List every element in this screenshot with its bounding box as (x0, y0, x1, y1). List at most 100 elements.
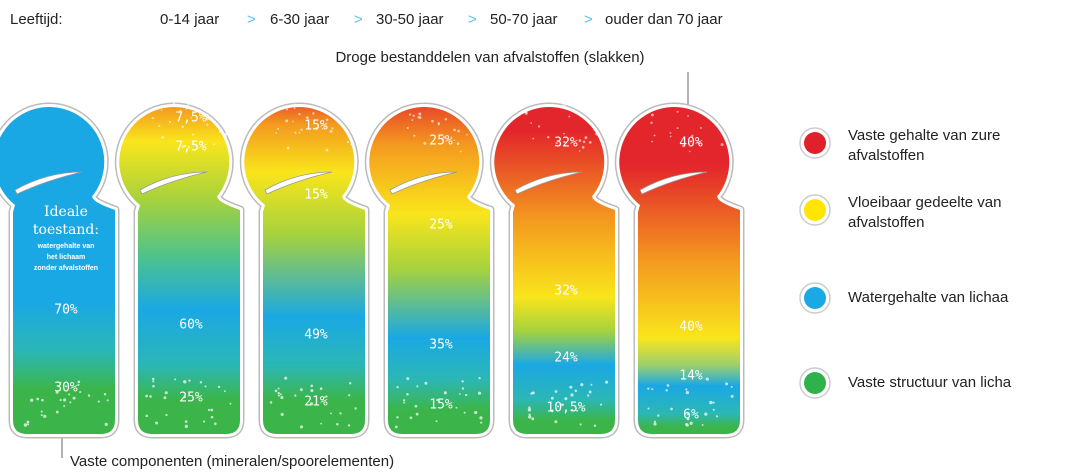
speckle (701, 423, 704, 426)
figure-mouth (14, 171, 83, 195)
speckle (213, 109, 215, 112)
speckle (403, 401, 406, 404)
speckle (68, 393, 71, 396)
speckle (285, 108, 288, 111)
speckle (691, 134, 694, 138)
speckle (72, 396, 76, 400)
percentage-label: 7,5% (175, 111, 206, 126)
speckle (459, 150, 462, 153)
figure-note: het lichaam (47, 254, 86, 261)
speckle (348, 394, 351, 397)
figure-mouth (139, 171, 208, 195)
percentage-label: 24% (554, 351, 578, 366)
speckle (190, 116, 192, 119)
speckle (423, 141, 427, 145)
speckle (554, 390, 558, 393)
speckle (418, 112, 422, 116)
speckle (720, 143, 724, 146)
speckle (347, 424, 351, 427)
legend-label: Watergehalte van lichaa (848, 289, 1009, 306)
speckle (712, 408, 715, 411)
speckle (277, 127, 280, 130)
speckle (176, 104, 180, 108)
speckle (293, 107, 296, 110)
speckle (210, 408, 214, 412)
speckle (669, 132, 672, 134)
speckle (570, 393, 574, 397)
speckle (534, 106, 537, 109)
speckle (444, 118, 448, 121)
speckle (285, 119, 289, 123)
speckle (561, 104, 564, 107)
speckle (339, 412, 342, 415)
speckle (26, 423, 30, 426)
speckle (323, 396, 326, 399)
age: 50-70 jaar (490, 11, 558, 28)
percentage-label: 70% (54, 303, 78, 318)
speckle (275, 132, 278, 134)
speckle (396, 385, 399, 389)
figure-mouth (264, 171, 333, 195)
speckle (528, 415, 532, 419)
speckle (40, 414, 43, 417)
speckle (442, 136, 446, 139)
speckle (685, 422, 688, 426)
speckle (207, 408, 211, 412)
speckle (580, 383, 584, 387)
speckle (298, 112, 301, 116)
speckle (476, 101, 478, 104)
speckle (406, 392, 409, 396)
speckle (581, 146, 585, 149)
speckle (528, 413, 531, 416)
speckle (479, 416, 483, 420)
speckle (725, 382, 729, 386)
speckle (205, 113, 209, 117)
speckle (23, 423, 28, 427)
speckle (582, 140, 586, 144)
speckle (168, 120, 172, 124)
speckle (350, 143, 353, 146)
speckle (657, 414, 660, 417)
speckle (595, 109, 597, 112)
speckle (183, 144, 187, 148)
speckle (676, 110, 679, 113)
speckle (453, 139, 456, 142)
speckle (531, 417, 535, 421)
speckle (55, 410, 59, 414)
speckle (183, 380, 187, 384)
speckle (274, 389, 278, 393)
speckle (561, 403, 564, 407)
speckle (531, 391, 535, 395)
percentage-label: 30% (54, 381, 78, 396)
speckle (458, 393, 461, 395)
speckle (145, 394, 148, 398)
figure-title: toestand: (33, 222, 99, 238)
legend-swatch (804, 199, 826, 221)
speckle (77, 380, 81, 384)
speckle (36, 397, 39, 401)
age-separator: > (468, 11, 477, 28)
speckle (188, 379, 191, 382)
speckle (554, 420, 558, 424)
legend-label: Vaste structuur van licha (848, 374, 1012, 391)
percentage-label: 40% (679, 320, 703, 335)
percentage-label: 25% (179, 391, 203, 406)
speckle (416, 385, 419, 388)
speckle (685, 390, 690, 395)
speckle (527, 408, 532, 412)
speckle (411, 119, 414, 121)
speckle (587, 394, 590, 397)
speckle (77, 383, 80, 386)
speckle (716, 122, 719, 125)
figure-mouth (514, 171, 583, 195)
percentage-label: 15% (304, 119, 328, 134)
speckle (466, 133, 468, 136)
speckle (325, 395, 328, 398)
speckle (165, 413, 168, 417)
age: 6-30 jaar (270, 11, 329, 28)
speckle (325, 125, 328, 128)
legend-label: afvalstoffen (848, 147, 924, 164)
speckle (321, 128, 324, 130)
speckle (699, 126, 702, 129)
